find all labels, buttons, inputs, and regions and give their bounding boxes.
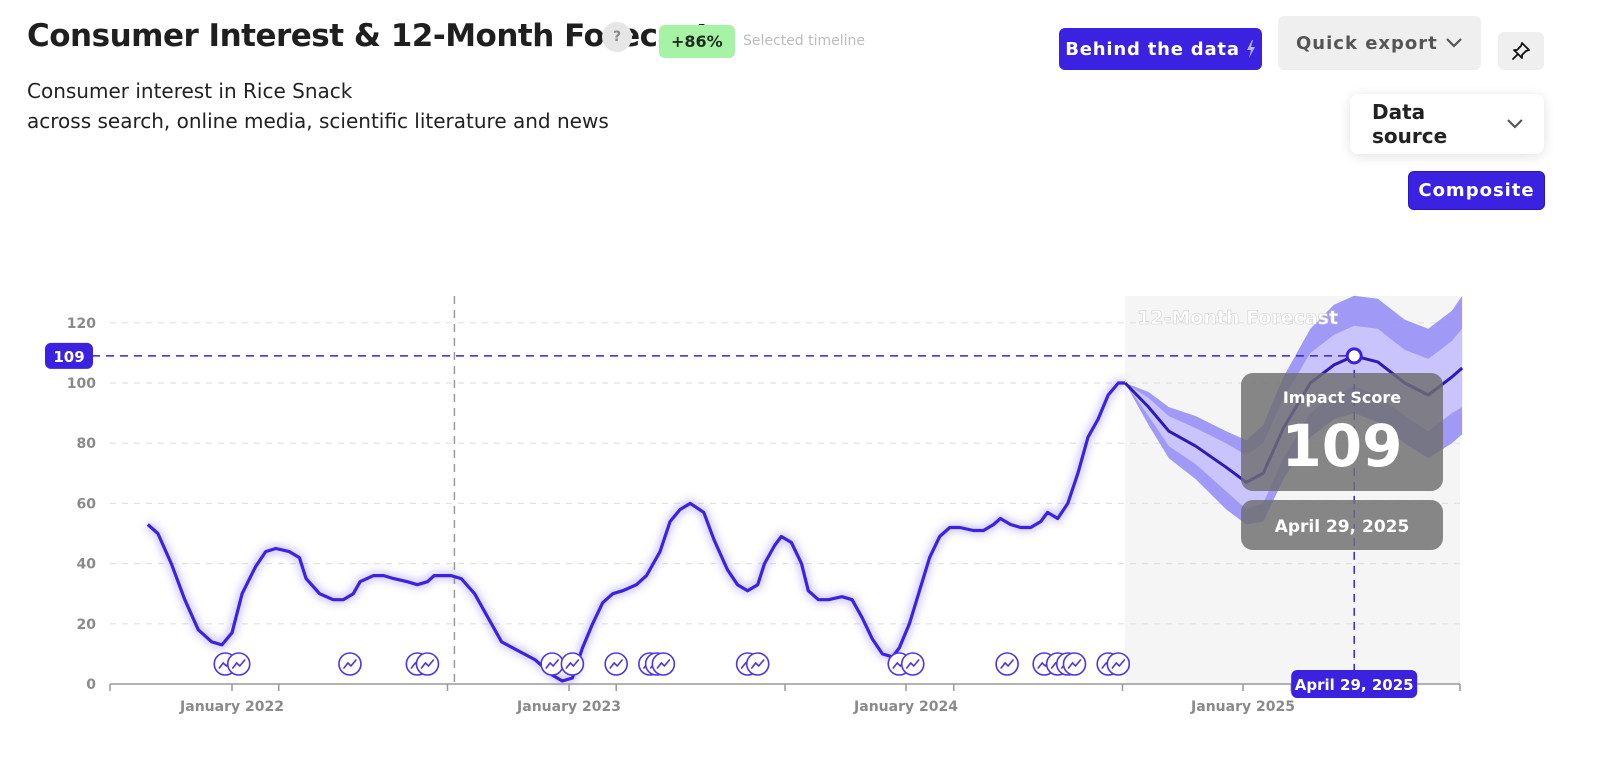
selected-value-pill	[45, 342, 93, 369]
data-source-label: Data source	[1372, 100, 1448, 148]
y-tick-label: 60	[77, 496, 97, 512]
trend-arrow	[565, 659, 580, 669]
y-tick-label: 0	[86, 677, 96, 693]
quick-export-button[interactable]: Quick export	[1278, 16, 1481, 70]
y-tick-label: 100	[67, 376, 96, 392]
trend-arrow	[1111, 659, 1126, 669]
trend-event-icon[interactable]	[900, 652, 925, 676]
y-tick-label: 20	[77, 617, 97, 633]
trend-arrow	[905, 659, 920, 669]
x-tick-label: January 2024	[853, 699, 958, 715]
trend-event-icon[interactable]	[745, 652, 770, 676]
chevron-down-icon	[1446, 38, 1462, 48]
trend-event-icon[interactable]	[651, 652, 676, 676]
trend-event-icon[interactable]	[560, 652, 585, 676]
trend-event-icon[interactable]	[540, 652, 564, 676]
trend-arrow	[1000, 659, 1014, 669]
y-tick-label: 40	[77, 557, 97, 573]
tooltip-date-panel	[1241, 500, 1443, 550]
trend-arrow	[609, 659, 623, 669]
forecast-label: 12-Month Forecast	[1137, 307, 1338, 329]
trend-arrow	[656, 659, 671, 669]
history-line	[146, 381, 1126, 683]
composite-button[interactable]: Composite	[1408, 171, 1545, 210]
trend-event-icon[interactable]	[226, 652, 251, 676]
selected-date-pill	[1291, 670, 1418, 698]
trend-event-icon[interactable]	[604, 652, 628, 676]
data-source-dropdown[interactable]: Data source	[1350, 94, 1544, 154]
subtitle: Consumer interest in Rice Snack across s…	[27, 76, 609, 136]
subtitle-line-2: across search, online media, scientific …	[27, 109, 609, 133]
subtitle-line-1: Consumer interest in Rice Snack	[27, 79, 353, 103]
trend-arrow	[1067, 659, 1082, 669]
selected-timeline-label: Selected timeline	[743, 33, 866, 49]
change-badge: +86%	[659, 25, 735, 58]
chevron-down-icon	[1507, 119, 1523, 129]
help-icon[interactable]: ?	[602, 22, 632, 52]
trend-arrow	[343, 659, 357, 669]
selected-value-label: 109	[53, 348, 84, 366]
trend-arrow	[750, 659, 765, 669]
trend-arrow	[545, 659, 559, 669]
behind-the-data-label: Behind the data	[1065, 38, 1240, 60]
x-tick-label: January 2022	[179, 699, 284, 715]
tooltip-value: 109	[1281, 412, 1402, 480]
pin-button[interactable]	[1498, 32, 1544, 70]
trend-event-icon[interactable]	[1062, 652, 1087, 676]
x-tick-label: January 2023	[516, 699, 621, 715]
quick-export-label: Quick export	[1296, 32, 1438, 54]
selected-date-label: April 29, 2025	[1295, 676, 1414, 694]
trend-event-icon[interactable]	[338, 652, 362, 676]
y-tick-label: 80	[77, 436, 97, 452]
tooltip-date: April 29, 2025	[1275, 517, 1410, 537]
tooltip-title: Impact Score	[1283, 388, 1401, 407]
behind-the-data-button[interactable]: Behind the data	[1059, 28, 1262, 70]
trend-event-icon[interactable]	[1106, 652, 1131, 676]
x-tick-label: January 2025	[1190, 699, 1295, 715]
trend-arrow	[420, 659, 435, 669]
y-tick-label: 120	[67, 316, 96, 332]
selected-point[interactable]	[1345, 347, 1363, 365]
page-title: Consumer Interest & 12-Month Forecast	[27, 18, 711, 54]
trend-arrow	[231, 659, 246, 669]
trend-event-icon[interactable]	[995, 652, 1019, 676]
trend-event-icon[interactable]	[415, 652, 440, 676]
pin-icon	[1512, 42, 1530, 60]
lightning-icon	[1246, 40, 1255, 58]
tooltip-panel	[1241, 373, 1443, 491]
